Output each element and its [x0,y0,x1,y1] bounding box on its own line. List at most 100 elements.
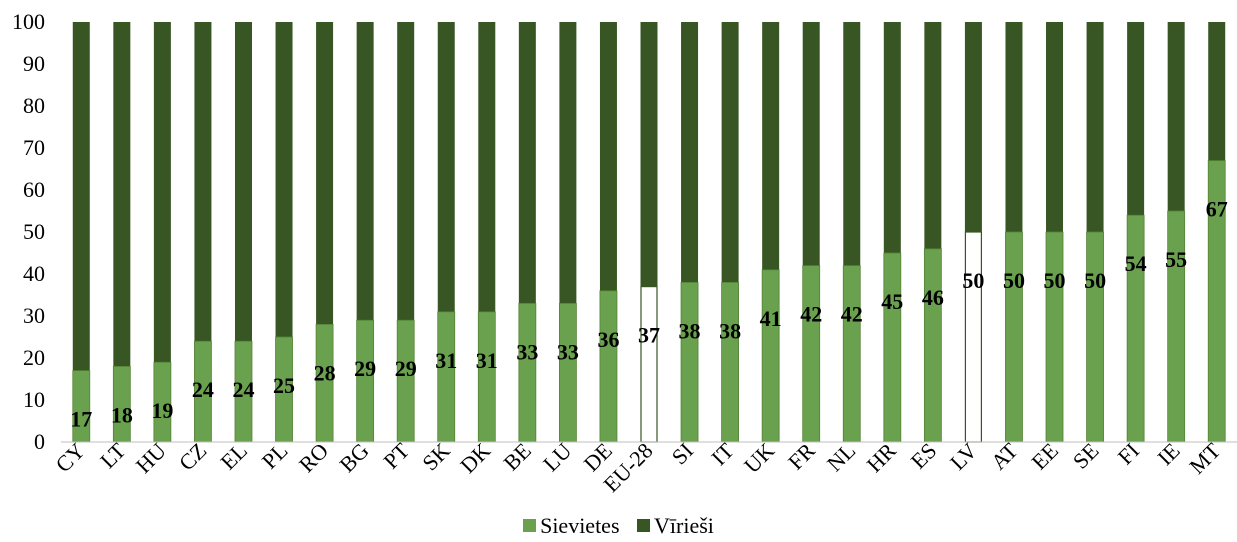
bar-women-se [1086,231,1104,443]
data-label-es: 46 [922,285,944,310]
data-label-se: 50 [1084,268,1106,293]
y-tick-label: 100 [12,9,45,34]
legend-item-men: Vīrieši [637,513,714,539]
bar-women-uk [761,269,780,443]
data-label-sk: 31 [435,348,457,373]
bar-women-es [923,248,942,443]
y-tick-label: 20 [23,345,45,370]
data-label-it: 38 [719,318,741,343]
x-tick-label-lt: LT [95,437,131,473]
bar-women-fr [802,265,821,443]
bar-men-dk [478,22,496,312]
x-tick-label-uk: UK [739,438,779,478]
data-label-lv: 50 [962,268,984,293]
bar-men-ro [316,22,334,325]
legend: Sievietes Vīrieši [0,512,1237,539]
bar-men-pl [275,22,293,337]
y-tick-label: 60 [23,177,45,202]
x-tick-label-lu: LU [538,438,576,476]
bar-men-nl [843,22,861,266]
bar-men-ee [1046,22,1064,232]
bar-women-nl [842,265,861,443]
legend-swatch-men [637,519,651,532]
bar-men-sk [437,22,455,312]
x-tick-label-es: ES [906,438,942,474]
bar-men-de [599,22,617,291]
x-tick-label-pl: PL [257,438,293,474]
data-label-el: 24 [232,377,254,402]
bar-men-cz [194,22,212,342]
bar-men-se [1086,22,1104,232]
bar-men-fr [802,22,820,266]
bar-women-eu-28 [640,286,658,443]
data-label-nl: 42 [841,302,863,327]
bar-women-it [721,281,740,443]
bar-men-uk [762,22,780,270]
bar-men-el [234,22,252,342]
data-label-ro: 28 [314,360,336,385]
x-tick-label-lv: LV [945,438,982,475]
data-label-cz: 24 [192,377,214,402]
data-label-hr: 45 [881,289,903,314]
x-tick-label-ro: RO [294,438,333,477]
y-tick-label: 0 [34,429,45,454]
bar-women-si [680,281,699,443]
x-tick-label-dk: DK [455,438,495,478]
bar-men-lu [559,22,577,304]
data-label-de: 36 [597,327,619,352]
bar-men-lt [113,22,131,367]
data-label-be: 33 [516,339,538,364]
x-tick-label-se: SE [1068,438,1104,474]
data-label-eu-28: 37 [638,323,660,348]
bar-men-cy [72,22,90,371]
legend-item-women: Sievietes [523,513,620,539]
x-tick-label-bg: BG [334,438,373,477]
bar-men-at [1005,22,1023,232]
data-label-lu: 33 [557,339,579,364]
bar-men-bg [356,22,374,321]
x-tick-label-hu: HU [131,438,171,478]
x-tick-label-ie: IE [1152,438,1184,470]
data-label-fr: 42 [800,302,822,327]
y-tick-label: 40 [23,261,45,286]
bar-women-sk [437,311,456,443]
data-label-ie: 55 [1165,247,1187,272]
bar-women-de [599,290,618,443]
data-label-cy: 17 [70,407,92,432]
y-tick-label: 80 [23,93,45,118]
data-label-uk: 41 [760,306,782,331]
bar-women-dk [477,311,496,443]
y-tick-label: 70 [23,135,45,160]
data-label-pt: 29 [395,356,417,381]
bar-men-hu [153,22,171,363]
x-tick-label-pt: PT [378,437,414,473]
bar-men-lv [964,22,982,232]
bars [72,22,1226,443]
y-tick-label: 50 [23,219,45,244]
bar-men-hr [883,22,901,253]
data-label-lt: 18 [111,402,133,427]
data-label-pl: 25 [273,373,295,398]
x-tick-label-mt: MT [1184,437,1225,478]
y-tick-label: 30 [23,303,45,328]
x-tick-label-be: BE [498,438,536,476]
bar-men-si [681,22,699,283]
legend-swatch-women [523,519,537,532]
bar-men-es [924,22,942,249]
x-tick-label-si: SI [667,438,699,470]
x-tick-label-fr: FR [783,438,820,475]
bar-women-lv [964,231,983,443]
bar-men-it [721,22,739,283]
data-labels: 17 18 19 24 24 25 28 29 29 31 31 33 33 36 37 38 38 41 42 42… [70,197,1227,432]
legend-label-men: Vīrieši [654,512,714,538]
bar-women-be [518,302,537,443]
bar-men-ie [1167,22,1185,211]
bar-men-mt [1208,22,1226,161]
x-tick-label-ee: EE [1026,438,1063,475]
x-tick-label-el: EL [215,438,252,475]
data-label-hu: 19 [151,398,173,423]
bar-women-lu [558,302,577,443]
data-label-ee: 50 [1044,268,1066,293]
data-label-dk: 31 [476,348,498,373]
